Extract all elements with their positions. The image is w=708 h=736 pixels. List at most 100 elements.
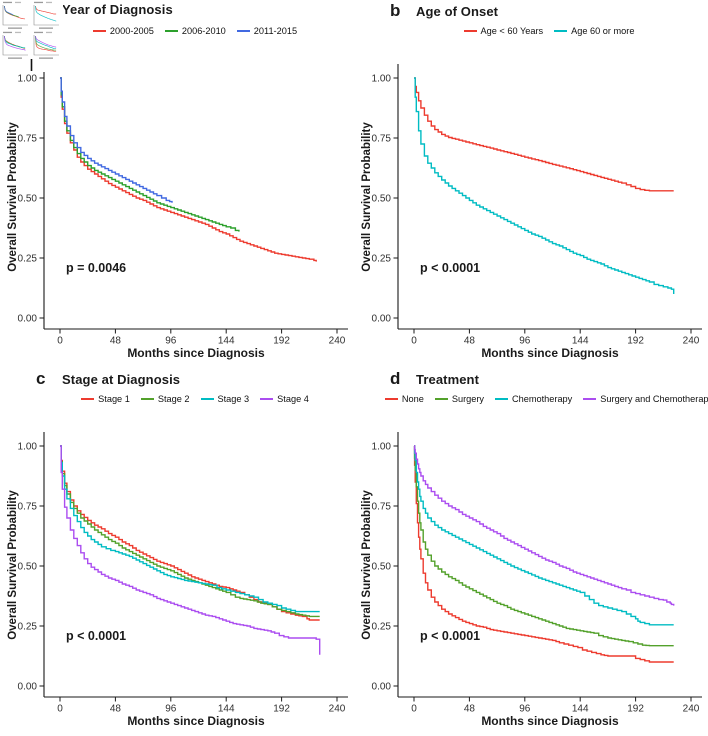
- svg-text:0.00: 0.00: [372, 314, 392, 325]
- panel-c-ylabel: Overall Survival Probability: [7, 490, 19, 640]
- legend-label: Age 60 or more: [571, 26, 635, 36]
- svg-text:0.25: 0.25: [18, 254, 38, 265]
- svg-text:0.25: 0.25: [18, 622, 38, 633]
- series-line-2000-2005: [60, 77, 317, 262]
- panel-d-legend: None Surgery Chemotherapy Surgery and Chemo…: [384, 394, 708, 404]
- svg-text:0.50: 0.50: [372, 194, 392, 205]
- svg-text:0.50: 0.50: [372, 562, 392, 573]
- legend-item-stage-1: Stage 1: [81, 394, 130, 404]
- series-line-2011-2015: [60, 77, 173, 203]
- panel-d-letter: d: [390, 369, 401, 388]
- panel-d-treatment: d Treatment None Surgery Chemotherapy Surge…: [354, 368, 708, 736]
- series-line-age-60-years: [414, 77, 674, 192]
- panel-a-title: Year of Diagnosis: [62, 2, 173, 17]
- panel-b-ylabel: Overall Survival Probability: [361, 122, 373, 272]
- panel-a-pvalue: p = 0.0046: [66, 261, 127, 275]
- legend-label: None: [401, 394, 424, 404]
- svg-text:192: 192: [273, 336, 290, 347]
- panel-d-header: d Treatment: [354, 369, 480, 389]
- svg-text:1.00: 1.00: [372, 74, 392, 85]
- legend-line-swatch: [164, 30, 178, 32]
- panel-a-legend: 2000-2005 2006-2010 2011-2015: [40, 26, 350, 36]
- legend-line-swatch: [140, 398, 154, 400]
- legend-item-2011-2015: 2011-2015: [236, 26, 298, 36]
- panel-b-header: b Age of Onset: [354, 1, 499, 21]
- legend-item-2000-2005: 2000-2005: [92, 26, 154, 36]
- legend-item-surgery-and-chemotherapy: Surgery and Chemotherapy: [583, 394, 708, 404]
- series-line-surgery: [413, 445, 674, 647]
- svg-text:96: 96: [165, 704, 177, 715]
- legend-item-stage-2: Stage 2: [140, 394, 190, 404]
- legend-label: Age < 60 Years: [480, 26, 544, 36]
- svg-text:0.75: 0.75: [372, 134, 392, 145]
- series-line-age-60-or-more: [414, 77, 675, 294]
- legend-line-swatch: [236, 30, 250, 32]
- legend-label: 2006-2010: [181, 26, 226, 36]
- svg-text:0.00: 0.00: [372, 682, 392, 693]
- svg-text:0.75: 0.75: [18, 502, 38, 513]
- svg-text:0.75: 0.75: [18, 134, 38, 145]
- panel-b-legend: Age < 60 Years Age 60 or more: [394, 26, 704, 36]
- svg-text:192: 192: [273, 704, 290, 715]
- panel-a-ylabel: Overall Survival Probability: [7, 122, 19, 272]
- svg-text:0.25: 0.25: [372, 254, 392, 265]
- svg-text:0.50: 0.50: [18, 562, 38, 573]
- svg-text:0.00: 0.00: [18, 682, 38, 693]
- legend-line-swatch: [384, 398, 398, 400]
- svg-text:240: 240: [683, 336, 700, 347]
- svg-text:1.00: 1.00: [372, 442, 392, 453]
- series-line-none: [413, 445, 674, 663]
- svg-text:240: 240: [329, 704, 346, 715]
- legend-label: Chemotherapy: [512, 394, 573, 404]
- legend-label: 2011-2015: [253, 26, 298, 36]
- panel-b-pvalue: p < 0.0001: [420, 261, 481, 275]
- legend-label: Stage 4: [277, 394, 309, 404]
- svg-text:0.25: 0.25: [372, 622, 392, 633]
- panel-d-title: Treatment: [416, 372, 480, 387]
- panel-c-km-plot: 0 48 96 144 192 240 1.00 0.75 0.50 0.25 0.00: [18, 432, 348, 715]
- panel-b-title: Age of Onset: [416, 4, 499, 19]
- svg-text:96: 96: [165, 336, 177, 347]
- legend-line-swatch: [92, 30, 106, 32]
- svg-text:0: 0: [57, 336, 63, 347]
- legend-line-swatch: [495, 398, 508, 400]
- svg-text:240: 240: [683, 704, 700, 715]
- legend-item-surgery: Surgery: [434, 394, 484, 404]
- panel-a-xlabel: Months since Diagnosis: [127, 346, 265, 360]
- legend-item-chemotherapy: Chemotherapy: [495, 394, 572, 404]
- legend-line-swatch: [260, 398, 274, 400]
- legend-item-age-60-years: Age < 60 Years: [463, 26, 544, 36]
- svg-text:1.00: 1.00: [18, 442, 38, 453]
- panel-c-stage-at-diagnosis: c Stage at Diagnosis Stage 1 Stage 2 Stage…: [0, 368, 354, 736]
- series-line-chemotherapy: [413, 445, 674, 626]
- legend-line-swatch: [554, 30, 568, 32]
- panel-c-header: c Stage at Diagnosis: [0, 369, 180, 389]
- panel-b-letter: b: [390, 1, 401, 20]
- svg-text:48: 48: [110, 336, 122, 347]
- legend-label: Stage 2: [157, 394, 190, 404]
- panel-c-pvalue: p < 0.0001: [66, 629, 127, 643]
- panel-d-km-plot: 0 48 96 144 192 240 1.00 0.75 0.50 0.25 0.00: [372, 432, 702, 715]
- series-line-2006-2010: [60, 77, 240, 232]
- panel-c-xlabel: Months since Diagnosis: [127, 714, 265, 728]
- legend-item-2006-2010: 2006-2010: [164, 26, 226, 36]
- panel-d-pvalue: p < 0.0001: [420, 629, 481, 643]
- legend-item-age-60-or-more: Age 60 or more: [554, 26, 634, 36]
- panel-d-xlabel: Months since Diagnosis: [481, 714, 619, 728]
- figure-thumbnail-preview: [0, 0, 63, 72]
- svg-text:0.75: 0.75: [372, 502, 392, 513]
- legend-label: Stage 3: [217, 394, 250, 404]
- legend-item-stage-4: Stage 4: [260, 394, 309, 404]
- svg-text:192: 192: [627, 704, 644, 715]
- svg-text:48: 48: [464, 704, 476, 715]
- legend-item-stage-3: Stage 3: [200, 394, 250, 404]
- svg-text:48: 48: [110, 704, 122, 715]
- panel-a-header: Year of Diagnosis: [0, 2, 173, 17]
- svg-text:1.00: 1.00: [18, 74, 38, 85]
- legend-line-swatch: [434, 398, 448, 400]
- series-line-stage-2: [60, 445, 320, 618]
- svg-text:96: 96: [519, 704, 531, 715]
- svg-text:0: 0: [411, 336, 417, 347]
- legend-line-swatch: [200, 398, 214, 400]
